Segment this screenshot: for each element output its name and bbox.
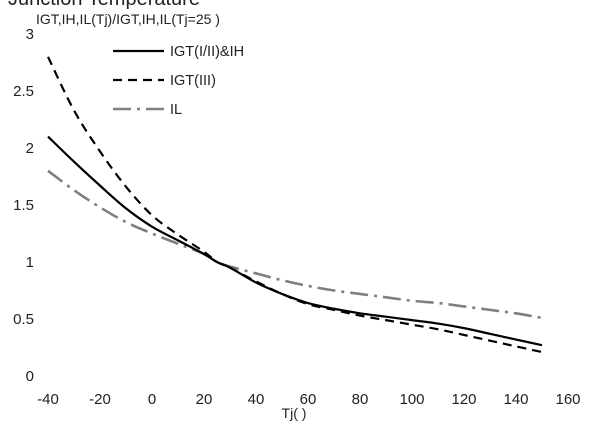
y-tick-label: 1.5 [13,197,34,214]
y-tick-label: 2 [26,140,34,157]
series-line-il [47,169,543,320]
x-tick-labels: -40 -20 0 20 40 60 80 100 120 140 160 [37,391,580,408]
series-lines [47,56,543,354]
x-tick-label: 0 [148,391,156,408]
legend-label: IGT(III) [170,73,216,89]
y-tick-label: 0.5 [13,311,34,328]
x-tick-label: 160 [555,391,580,408]
x-tick-label: 20 [196,391,213,408]
x-tick-label: 100 [399,391,424,408]
y-tick-label: 0 [26,368,34,385]
legend-label: IL [170,102,182,118]
x-tick-label: 40 [248,391,265,408]
x-tick-label: 80 [352,391,369,408]
legend-label: IGT(I/II)&IH [170,44,244,60]
chart-title-partial: Junction Temperature [8,0,200,10]
x-tick-label: 140 [503,391,528,408]
x-tick-label: 60 [300,391,317,408]
x-axis-label: Tj( ) [282,405,307,421]
legend: IGT(I/II)&IH IGT(III) IL [113,44,244,118]
y-tick-label: 2.5 [13,83,34,100]
y-tick-label: 1 [26,254,34,271]
x-tick-label: -40 [37,391,59,408]
x-tick-label: 120 [451,391,476,408]
y-tick-label: 3 [26,26,34,43]
x-tick-label: -20 [89,391,111,408]
y-tick-labels: 0 0.5 1 1.5 2 2.5 3 [13,26,34,385]
series-line-igt-i-ii-ih [47,135,543,347]
y-axis-label: IGT,IH,IL(Tj)/IGT,IH,IL(Tj=25 ) [36,11,220,27]
